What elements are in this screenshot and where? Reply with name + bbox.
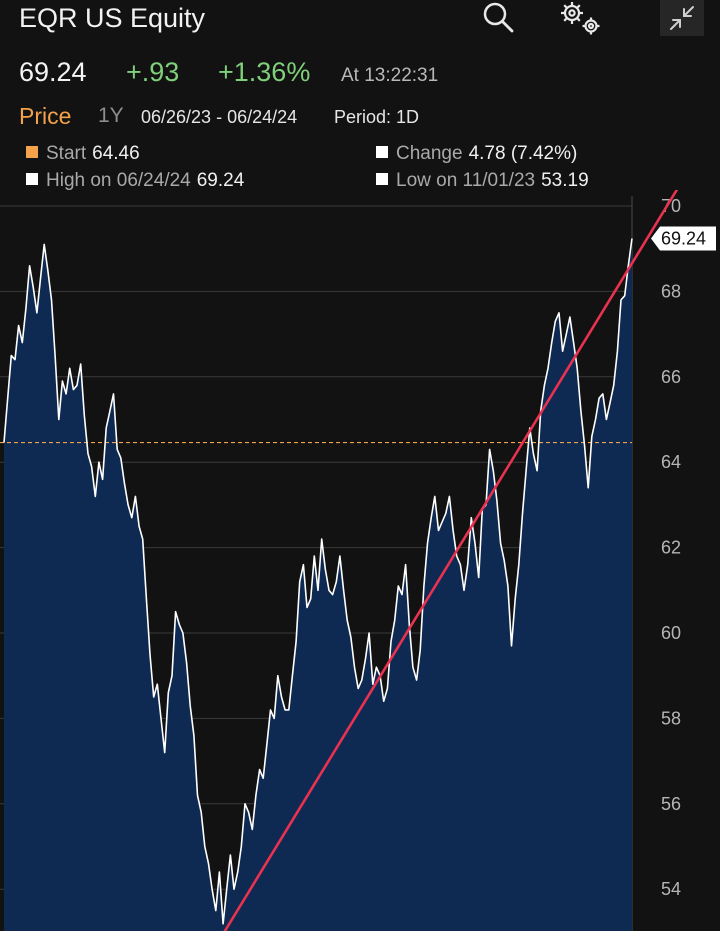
- period-selector[interactable]: Period: 1D: [334, 107, 420, 127]
- last-price-badge-bg: [651, 226, 716, 251]
- last-price-badge: 69.24: [651, 226, 716, 251]
- tab-price[interactable]: Price: [19, 103, 72, 129]
- y-tick-label: 58: [661, 708, 681, 728]
- stat-change: Change 4.78 (7.42%): [376, 143, 577, 165]
- y-tick-label: 54: [661, 879, 681, 899]
- price-area: [4, 238, 632, 931]
- stat-change-label: Change: [396, 143, 463, 164]
- security-title: EQR US Equity: [19, 3, 206, 33]
- stat-change-value: 4.78 (7.42%): [468, 143, 578, 164]
- change-marker-icon: [376, 145, 388, 158]
- collapse-button[interactable]: [660, 0, 704, 36]
- last-price-label: 69.24: [661, 228, 706, 248]
- net-change: +.93: [126, 57, 180, 87]
- low-marker-icon: [376, 172, 388, 185]
- stat-start-label: Start: [46, 143, 87, 164]
- stat-high: High on 06/24/24 69.24: [26, 170, 244, 192]
- y-tick-label: 68: [661, 281, 681, 301]
- trend-line: [223, 190, 679, 931]
- stat-low-value: 53.19: [541, 170, 589, 191]
- price-line: [3, 238, 633, 925]
- stat-high-label: High on 06/24/24: [46, 170, 191, 191]
- last-price: 69.24: [19, 57, 87, 87]
- search-icon[interactable]: [481, 0, 515, 34]
- y-tick-label: 64: [661, 452, 681, 472]
- y-tick-label: 62: [661, 538, 681, 558]
- y-tick-label: 66: [661, 367, 681, 387]
- stat-low-label: Low on 11/01/23: [396, 170, 536, 191]
- stat-high-value: 69.24: [196, 170, 245, 191]
- percent-change: +1.36%: [218, 57, 311, 87]
- header: EQR US Equity 69.24 +.93 +1.36% At 13: [0, 0, 720, 200]
- high-marker-icon: [26, 172, 38, 185]
- y-tick-label: 70: [661, 196, 681, 216]
- date-range[interactable]: 06/26/23 - 06/24/24: [141, 107, 298, 127]
- price-chart[interactable]: 54 56 58 60 62 64 66 68 70 69.24: [0, 190, 720, 931]
- start-marker-icon: [26, 145, 38, 158]
- stat-low: Low on 11/01/23 53.19: [376, 170, 589, 192]
- stat-start-value: 64.46: [92, 143, 140, 164]
- range-1y-button[interactable]: 1Y: [98, 104, 124, 127]
- timestamp: At 13:22:31: [341, 65, 439, 86]
- y-tick-label: 56: [661, 794, 681, 814]
- stat-start: Start 64.46: [26, 143, 140, 165]
- y-tick-label: 60: [661, 623, 681, 643]
- collapse-icon: [670, 6, 694, 30]
- settings-icon[interactable]: [557, 0, 603, 36]
